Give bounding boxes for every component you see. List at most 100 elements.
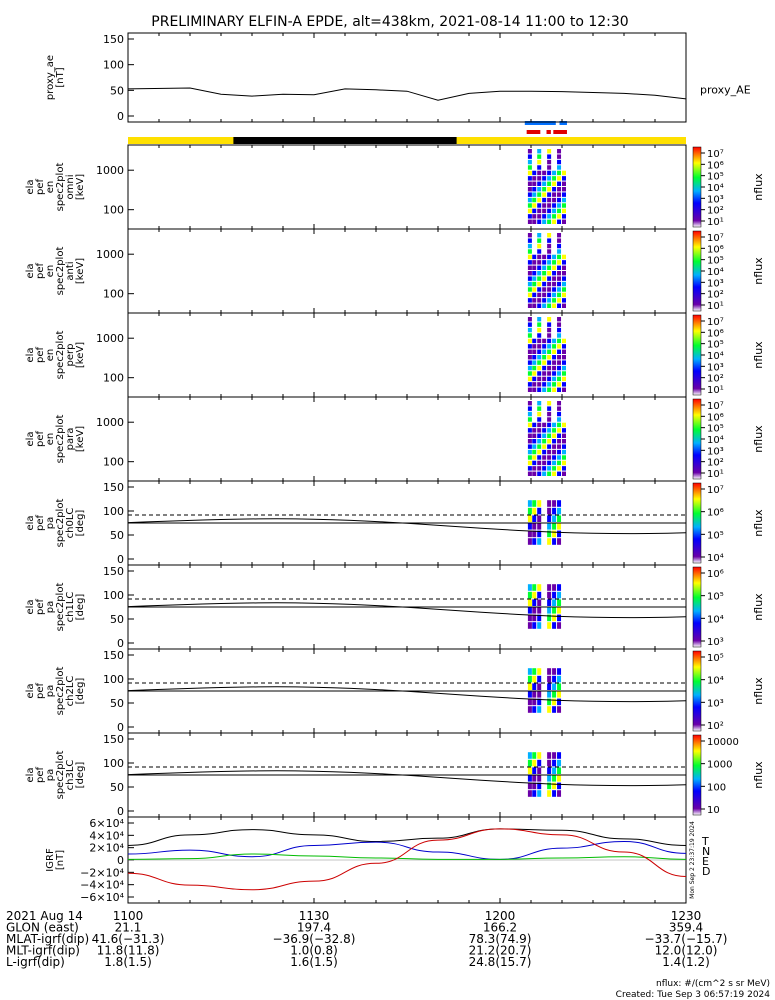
colorbar-label: nflux [752, 173, 765, 201]
colorbar-label: nflux [752, 341, 765, 369]
spectrogram-cell [552, 208, 557, 214]
spectrogram-cell [542, 439, 547, 444]
spectrogram-cell [537, 344, 542, 349]
spectrogram-cell [532, 344, 537, 349]
spectrogram-cell [552, 767, 557, 774]
y-axis-label: spec2plot [55, 331, 66, 380]
panel-frame [127, 312, 687, 398]
spectrogram-cell [527, 614, 532, 622]
spectrogram-cell [557, 411, 562, 417]
spectrogram-cell [527, 276, 532, 281]
colorbar-tick-label: 100 [707, 782, 726, 793]
colorbar-tick-label: 10³ [707, 698, 724, 709]
spectrogram-cell [532, 376, 537, 382]
axis-row-label: MLAT-igrf(dip) [6, 932, 89, 946]
spectrogram-cell [562, 433, 566, 438]
spectrogram-cell [527, 538, 532, 545]
spectrogram-cell [527, 599, 532, 606]
spectrogram-cell [527, 422, 532, 428]
spectrogram-cell [542, 428, 547, 433]
y-axis-label: spec2plot [55, 667, 66, 716]
spectrogram-cell [557, 355, 562, 360]
spectrogram-cell [537, 782, 542, 790]
spectrogram-cell [562, 365, 566, 371]
spectrogram-cell [542, 387, 547, 392]
spectrogram-cell [532, 365, 537, 371]
colorbar-tick-label: 10⁷ [707, 401, 724, 412]
colorbar-tick-label: 10⁴ [707, 183, 724, 194]
y-tick-label: −4×10⁴ [80, 879, 124, 892]
y-axis-label: pef [35, 347, 46, 364]
spectrogram-cell [537, 338, 542, 344]
axis-row-value: −33.7(−15.7) [645, 932, 728, 946]
proxy-ae-line [127, 87, 687, 101]
spectrogram-cell [527, 292, 532, 298]
spectrogram-cell [532, 500, 537, 507]
spectrogram-cell [527, 622, 532, 629]
spectrogram-cell [537, 767, 542, 774]
spectrogram-cell [552, 254, 557, 260]
spectrogram-cell [537, 317, 542, 322]
y-tick-label: 0 [117, 553, 124, 566]
spectrogram-cell [547, 170, 552, 176]
spectrogram-cell [537, 360, 542, 365]
spectrogram-cell [532, 607, 537, 614]
axis-row-value: 1.0(0.8) [290, 944, 338, 958]
y-tick-label: 0 [117, 805, 124, 818]
spectrogram-cell [562, 254, 566, 260]
spectrogram-cell [537, 500, 542, 507]
spectrogram-cell [552, 382, 557, 387]
y-axis-label: ela [25, 347, 36, 362]
spectrogram-cell [527, 176, 532, 181]
spectrogram-cell [547, 281, 552, 287]
spectrogram-cell [527, 165, 532, 170]
spectrogram-cell [557, 759, 562, 767]
spectrogram-cell [557, 187, 562, 192]
spectrogram-cell [542, 276, 547, 281]
spectrogram-cell [537, 607, 542, 614]
spectrogram-cell [552, 387, 557, 392]
science-zone-red-1 [526, 130, 541, 134]
y-tick-label: 150 [103, 733, 124, 746]
y-axis-label: ela [25, 767, 36, 782]
spectrogram-cell [557, 767, 562, 774]
spectrogram-cell [562, 455, 566, 460]
plot-title: PRELIMINARY ELFIN-A EPDE, alt=438km, 202… [151, 14, 628, 30]
y-axis-label: ela [25, 515, 36, 530]
y-tick-label: 50 [110, 84, 124, 97]
axis-row-value: 12.0(12.0) [655, 944, 718, 958]
spectrogram-cell [527, 406, 532, 411]
spectrogram-cell [537, 176, 542, 181]
spectrogram-cell [557, 460, 562, 466]
spectrogram-cell [557, 752, 562, 759]
spectrogram-cell [547, 271, 552, 276]
y-axis-label: [nT] [55, 850, 66, 870]
spectrogram-cell [537, 170, 542, 176]
spectrogram-cell [547, 387, 552, 392]
spectrogram-cell [547, 584, 552, 591]
spectrogram-cell [532, 706, 537, 713]
spectrogram-cell [532, 281, 537, 287]
spectrogram-cell [547, 471, 552, 476]
spectrogram-cell [552, 281, 557, 287]
spectrogram-cell [552, 790, 557, 797]
spectrogram-cell [547, 165, 552, 170]
spectrogram-cell [557, 365, 562, 371]
spectrogram-cell [562, 298, 566, 303]
spectrogram-cell [527, 371, 532, 376]
spectrogram-cell [552, 668, 557, 675]
spectrogram-cell [557, 599, 562, 606]
spectrogram-cell [537, 599, 542, 606]
spectrogram-cell [532, 433, 537, 438]
spectrogram-cell [557, 439, 562, 444]
colorbar-tick-label: 10 [707, 805, 720, 816]
y-axis-label: spec2plot [55, 583, 66, 632]
spectrogram-cell [557, 515, 562, 522]
spectrogram-cell [557, 523, 562, 530]
spectrogram-cell [532, 203, 537, 208]
colorbar-tick-label: 10² [707, 374, 724, 385]
spectrogram-cell [552, 455, 557, 460]
spectrogram-cell [527, 466, 532, 471]
spectrogram-cell [552, 365, 557, 371]
spectrogram-cell [527, 401, 532, 406]
